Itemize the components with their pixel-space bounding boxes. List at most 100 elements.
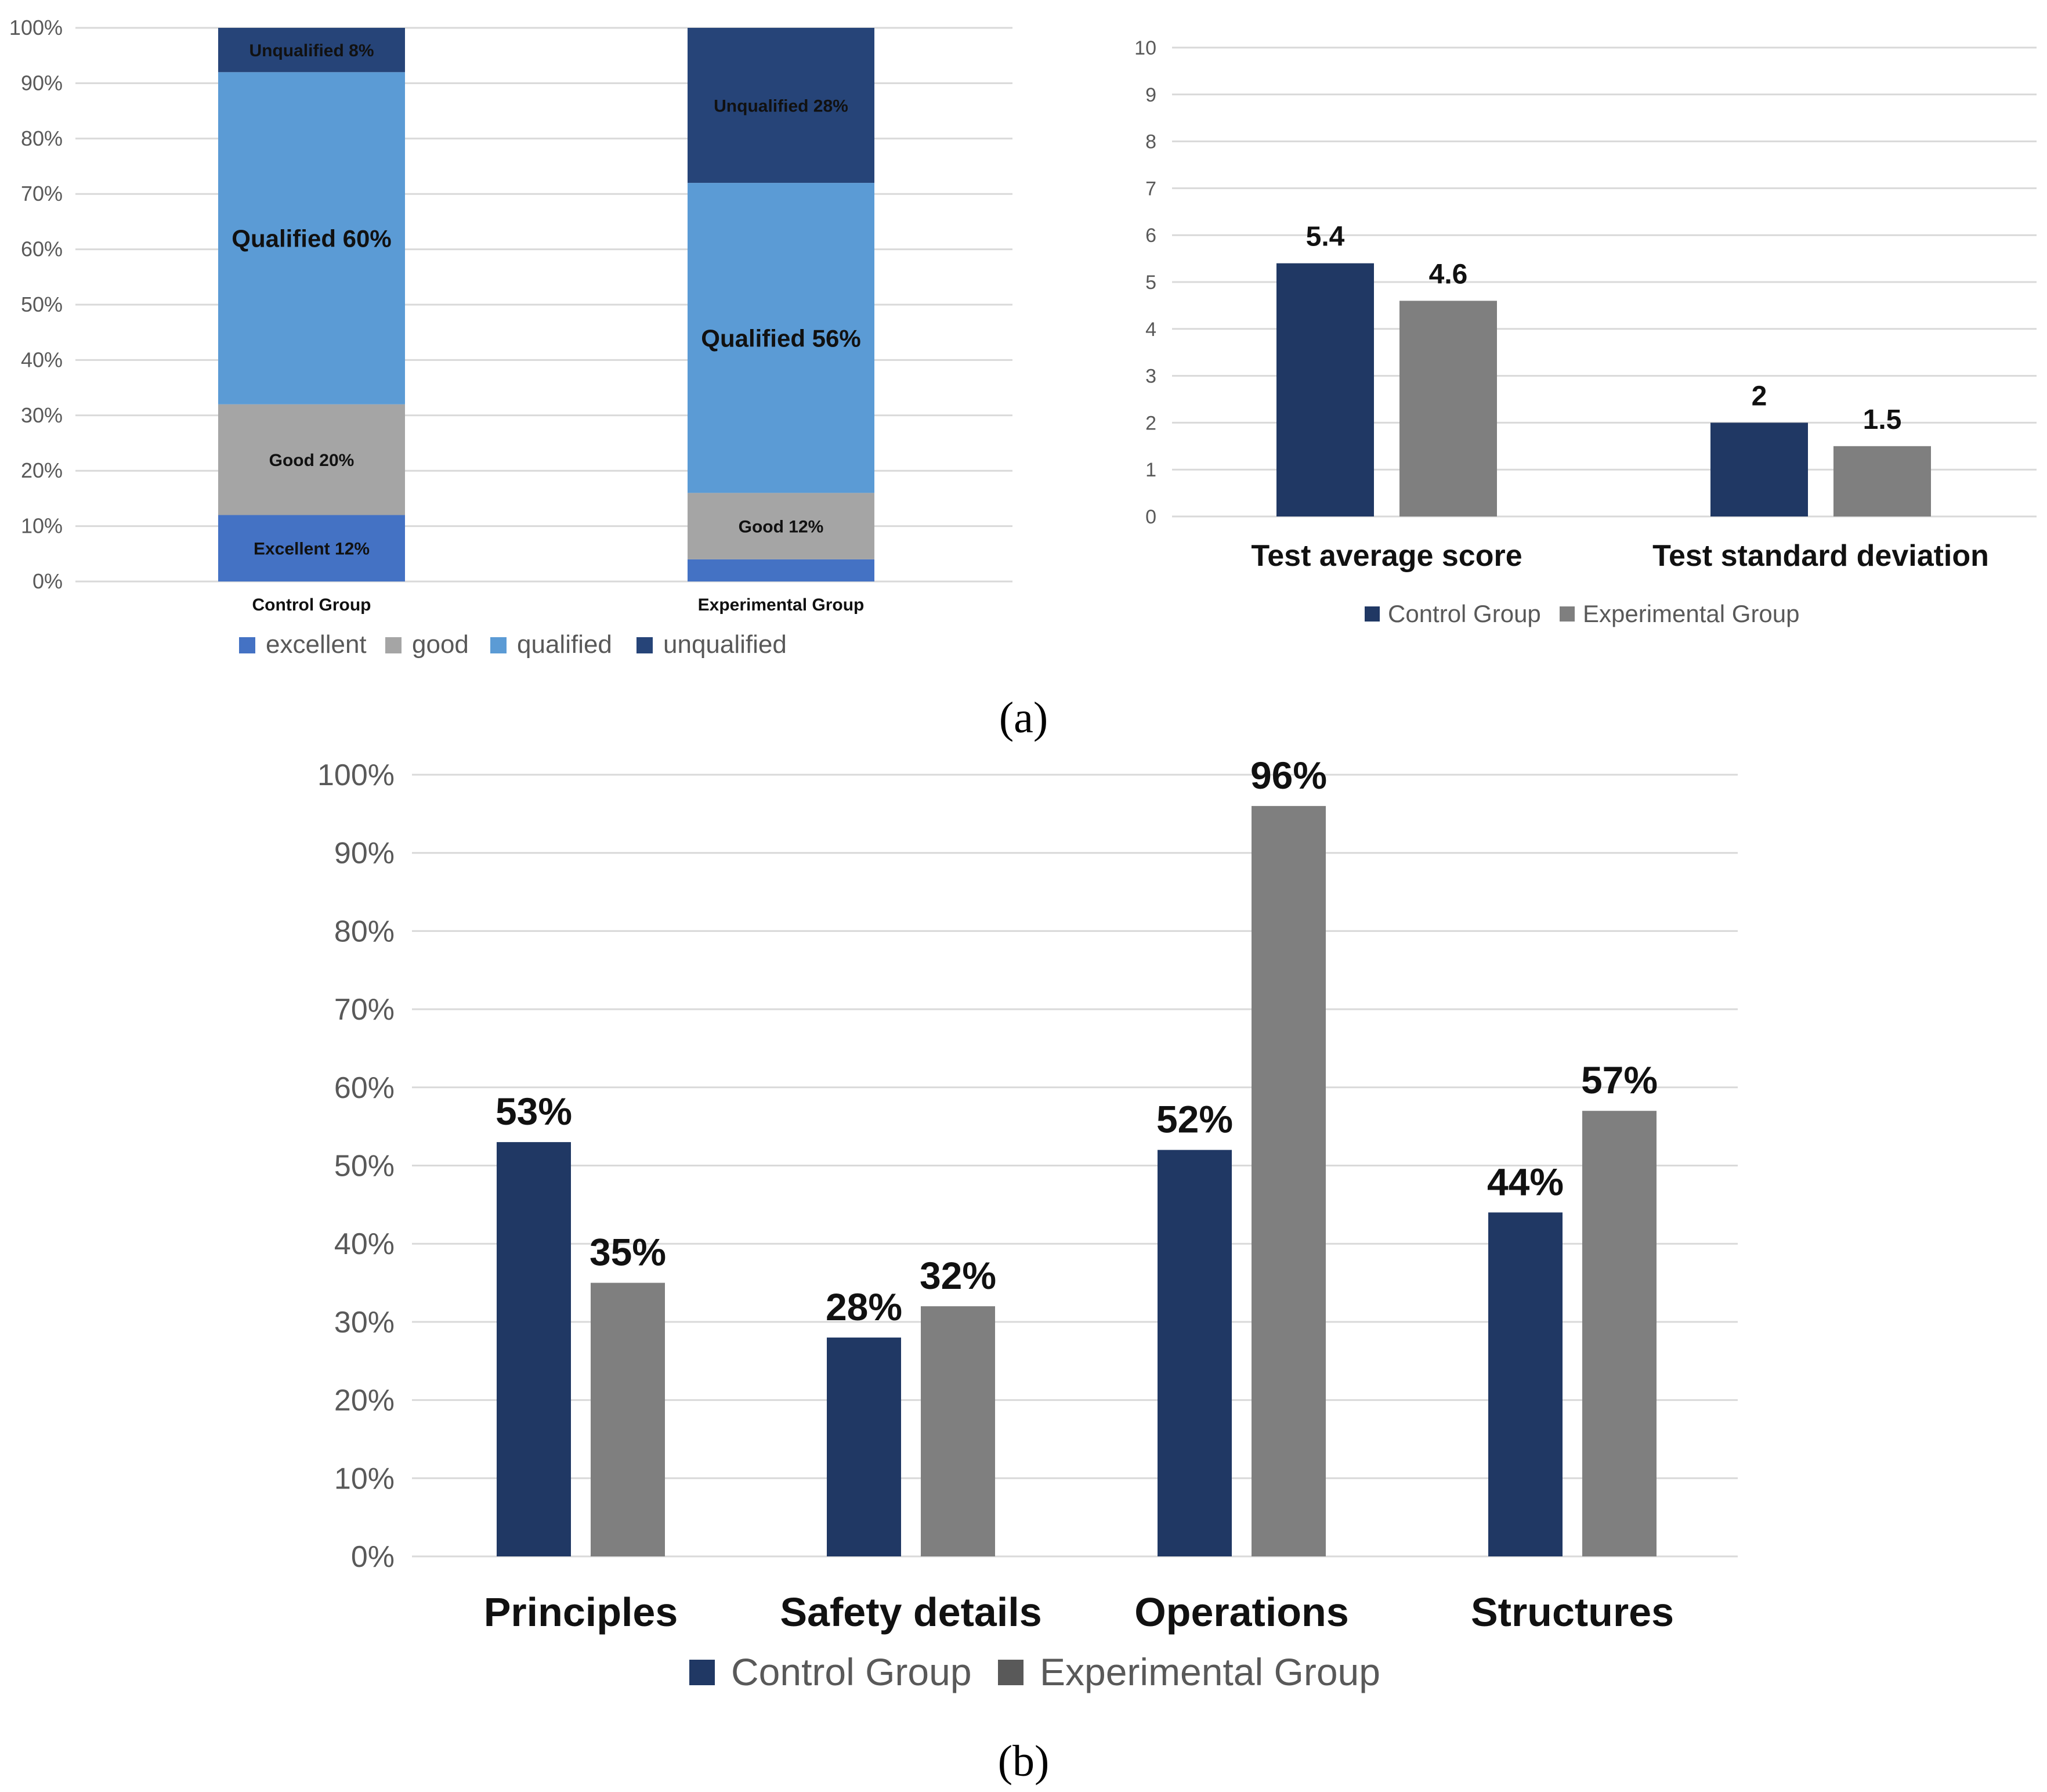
chart1-segment-label: Unqualified 28%: [714, 96, 848, 115]
chart3-bar-experimental: [591, 1282, 665, 1556]
chart2-bar-control: [1276, 263, 1374, 516]
chart1-legend-label: good: [412, 630, 469, 659]
chart2-y-tick-label: 5: [1145, 272, 1156, 294]
chart1-segment-label: Good 12%: [739, 517, 824, 536]
chart2-y-tick-label: 10: [1134, 37, 1156, 59]
chart2-legend-swatch: [1560, 606, 1575, 622]
chart1-category-label: Experimental Group: [698, 595, 865, 615]
chart1-bar-segment-excellent: [688, 559, 874, 581]
chart3-bar-experimental: [1582, 1111, 1657, 1556]
chart3-data-label: 44%: [1487, 1160, 1564, 1203]
chart3-data-label: 32%: [920, 1254, 996, 1297]
chart1-category-labels: Control Group Experimental Group: [252, 595, 865, 615]
chart3-y-tick-label: 70%: [334, 993, 395, 1027]
chart1-y-ticks: 0% 10% 20% 30% 40% 50% 60% 70% 80% 90% 100%: [9, 16, 63, 593]
chart3-bar-control: [1488, 1212, 1563, 1556]
chart3-data-label: 96%: [1250, 754, 1327, 797]
chart3-category-label: Operations: [1134, 1589, 1349, 1635]
chart2-y-tick-label: 6: [1145, 225, 1156, 247]
topic-accuracy-chart: 0% 10% 20% 30% 40% 50% 60% 70% 80% 90% 100% 53% 35%…: [317, 754, 1738, 1693]
chart1-segment-label: Unqualified 8%: [249, 41, 374, 60]
chart3-y-tick-label: 80%: [334, 915, 395, 948]
chart3-y-tick-label: 10%: [334, 1462, 395, 1495]
panel-label-b: (b): [998, 1737, 1050, 1786]
chart1-bar-segment-qualified: [218, 72, 405, 404]
chart1-y-tick-label: 70%: [21, 182, 63, 205]
chart1-y-tick-label: 30%: [21, 403, 63, 427]
chart1-y-tick-label: 40%: [21, 348, 63, 371]
chart2-category-label: Test average score: [1251, 539, 1522, 573]
chart1-legend-label: unqualified: [663, 630, 787, 659]
chart1-legend: excellent good qualified unqualified: [239, 630, 787, 659]
chart3-legend: Control Group Experimental Group: [689, 1650, 1380, 1693]
chart1-category-label: Control Group: [252, 595, 371, 615]
chart3-bar-control: [497, 1142, 571, 1556]
chart2-legend: Control Group Experimental Group: [1365, 600, 1800, 627]
chart1-segment-label: Good 20%: [269, 451, 355, 470]
chart3-bar-experimental: [1252, 805, 1326, 1556]
chart3-y-tick-label: 100%: [317, 758, 395, 792]
stacked-grade-chart: 0% 10% 20% 30% 40% 50% 60% 70% 80% 90% 100% Excell…: [9, 16, 1012, 659]
chart3-y-ticks: 0% 10% 20% 30% 40% 50% 60% 70% 80% 90% 100%: [317, 758, 395, 1574]
chart1-y-tick-label: 50%: [21, 292, 63, 316]
chart3-legend-swatch: [689, 1660, 715, 1685]
panel-label-a: (a): [999, 693, 1048, 742]
chart2-y-tick-label: 1: [1145, 459, 1156, 481]
chart2-y-tick-label: 8: [1145, 131, 1156, 153]
chart3-bar-experimental: [921, 1306, 995, 1556]
chart2-bar-experimental: [1399, 301, 1497, 516]
chart1-bar-segment-good: [688, 493, 874, 559]
chart1-legend-swatch: [490, 637, 507, 653]
chart2-y-tick-label: 2: [1145, 412, 1156, 434]
chart2-data-label: 5.4: [1306, 222, 1345, 252]
chart3-legend-label: Experimental Group: [1040, 1650, 1380, 1693]
chart1-legend-swatch: [636, 637, 653, 653]
chart1-bars: Excellent 12% Good 20% Qualified 60% Unqual…: [218, 28, 874, 581]
chart3-y-tick-label: 40%: [334, 1227, 395, 1261]
chart3-data-label: 52%: [1156, 1098, 1233, 1141]
chart2-y-tick-label: 7: [1145, 178, 1156, 200]
chart2-y-tick-label: 9: [1145, 84, 1156, 106]
chart2-y-tick-label: 3: [1145, 366, 1156, 388]
chart3-legend-swatch: [998, 1660, 1024, 1685]
chart1-legend-swatch: [239, 637, 255, 653]
chart1-legend-label: qualified: [517, 630, 612, 659]
chart3-category-label: Principles: [484, 1589, 678, 1635]
chart1-segment-label: Qualified 60%: [232, 225, 391, 252]
chart1-segment-label: Qualified 56%: [701, 324, 860, 352]
chart1-segment-label: Excellent 12%: [254, 540, 370, 559]
chart3-category-label: Structures: [1471, 1589, 1674, 1635]
chart1-y-tick-label: 80%: [21, 127, 63, 150]
chart1-legend-swatch: [385, 637, 402, 653]
chart2-legend-label: Control Group: [1388, 600, 1541, 627]
chart3-category-label: Safety details: [780, 1589, 1041, 1635]
chart3-y-tick-label: 50%: [334, 1150, 395, 1183]
chart1-y-tick-label: 10%: [21, 514, 63, 538]
chart1-bar-segment-good: [218, 404, 405, 515]
chart3-category-labels: Principles Safety details Operations Struct…: [484, 1589, 1674, 1635]
chart1-y-tick-label: 0%: [32, 569, 63, 593]
chart1-y-tick-label: 60%: [21, 237, 63, 261]
chart3-data-label: 57%: [1581, 1058, 1658, 1101]
chart3-legend-label: Control Group: [731, 1650, 972, 1693]
chart2-bar-control: [1710, 422, 1808, 516]
chart2-data-label: 2: [1752, 381, 1767, 411]
chart2-y-tick-label: 4: [1145, 319, 1156, 341]
chart3-data-label: 53%: [496, 1090, 572, 1133]
chart1-bar-segment-qualified: [688, 183, 874, 493]
chart2-data-label: 4.6: [1429, 259, 1468, 290]
chart1-bar-segment-unqualified: [688, 28, 874, 183]
chart3-y-tick-label: 30%: [334, 1306, 395, 1339]
chart3-bar-control: [1158, 1150, 1232, 1556]
chart3-y-tick-label: 60%: [334, 1071, 395, 1105]
chart2-legend-swatch: [1365, 606, 1380, 622]
chart3-data-label: 35%: [589, 1231, 666, 1274]
chart3-bars: 53% 35% 28% 32% 52% 96% 44% 57%: [496, 754, 1658, 1556]
chart1-y-tick-label: 90%: [21, 71, 63, 95]
chart2-category-labels: Test average score Test standard deviatio…: [1251, 539, 1989, 573]
chart1-legend-label: excellent: [266, 630, 367, 659]
chart3-y-tick-label: 90%: [334, 837, 395, 870]
chart2-y-tick-label: 0: [1145, 506, 1156, 528]
chart3-y-tick-label: 20%: [334, 1384, 395, 1418]
